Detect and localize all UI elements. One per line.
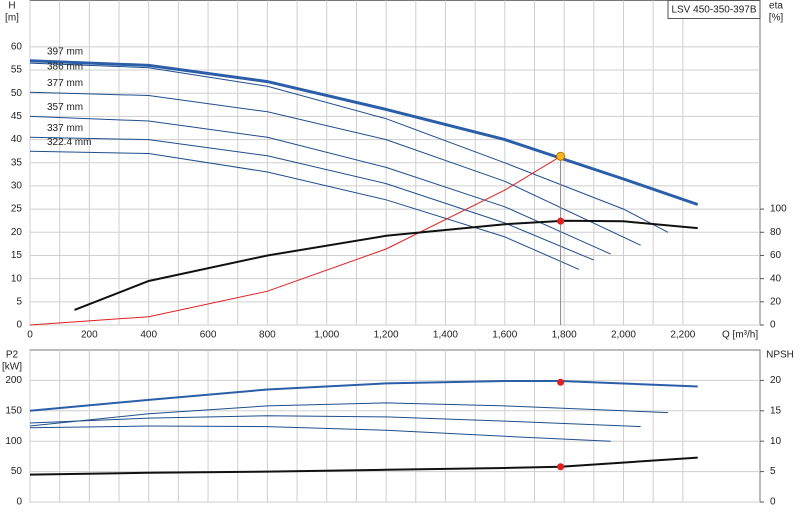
curve bbox=[29, 150, 580, 270]
y-tick-label: 35 bbox=[11, 157, 23, 168]
y-tick-label: 100 bbox=[5, 436, 22, 447]
y2-tick-label: 5 bbox=[770, 466, 776, 477]
x-tick-label: 200 bbox=[81, 330, 98, 341]
y-tick-label: 200 bbox=[5, 375, 22, 386]
curve bbox=[29, 91, 641, 246]
chart-title: LSV 450-350-397B bbox=[671, 5, 756, 16]
y-axis-label: H bbox=[8, 1, 15, 12]
y2-tick-label: 10 bbox=[770, 436, 782, 447]
y-tick-label: 15 bbox=[11, 250, 23, 261]
y2-axis-unit: [%] bbox=[769, 13, 784, 24]
operating-point bbox=[557, 463, 565, 471]
curve-label: 386 mm bbox=[47, 62, 83, 73]
y-tick-label: 40 bbox=[11, 134, 23, 145]
curve bbox=[29, 115, 611, 255]
x-tick-label: 1,000 bbox=[314, 330, 339, 341]
x-tick-label: 0 bbox=[27, 330, 33, 341]
y-tick-label: 60 bbox=[11, 41, 23, 52]
y2-tick-label: 80 bbox=[770, 227, 782, 238]
y-tick-label: 20 bbox=[11, 227, 23, 238]
x-tick-label: 800 bbox=[259, 330, 276, 341]
y-tick-label: 5 bbox=[16, 296, 22, 307]
x-tick-label: 2,200 bbox=[670, 330, 695, 341]
y-tick-label: 30 bbox=[11, 181, 23, 192]
y2-tick-label: 0 bbox=[770, 497, 776, 508]
x-tick-label: 400 bbox=[140, 330, 157, 341]
y-tick-label: 10 bbox=[11, 273, 23, 284]
curve bbox=[29, 415, 641, 428]
y2-tick-label: 20 bbox=[770, 296, 782, 307]
curve bbox=[29, 59, 699, 206]
curve-label: 337 mm bbox=[47, 123, 83, 134]
operating-point bbox=[556, 151, 566, 161]
y-tick-label: 45 bbox=[11, 111, 23, 122]
x-tick-label: 1,800 bbox=[552, 330, 577, 341]
y2-tick-label: 60 bbox=[770, 250, 782, 261]
x-axis-label: Q [m³/h] bbox=[722, 330, 758, 341]
y-tick-label: 25 bbox=[11, 204, 23, 215]
y-tick-label: 0 bbox=[16, 497, 22, 508]
y-tick-label: 55 bbox=[11, 65, 23, 76]
curve-label: 357 mm bbox=[47, 102, 83, 113]
curve bbox=[29, 136, 594, 261]
y-tick-label: 150 bbox=[5, 405, 22, 416]
curve-label: 377 mm bbox=[47, 78, 83, 89]
x-tick-label: 1,600 bbox=[492, 330, 517, 341]
y2-tick-label: 40 bbox=[770, 273, 782, 284]
curve bbox=[29, 425, 611, 442]
y2-axis-label: NPSH bbox=[766, 350, 794, 361]
curve-label: 322.4 mm bbox=[47, 137, 91, 148]
y2-axis-label: eta bbox=[769, 1, 783, 12]
y2-tick-label: 0 bbox=[770, 320, 776, 331]
curve-label: 397 mm bbox=[47, 46, 83, 57]
operating-point bbox=[557, 217, 565, 225]
y-axis-label: P2 bbox=[6, 350, 19, 361]
y-tick-label: 50 bbox=[11, 88, 23, 99]
x-tick-label: 2,000 bbox=[611, 330, 636, 341]
y-axis-unit: [kW] bbox=[2, 362, 22, 373]
curve bbox=[74, 219, 698, 311]
curve bbox=[29, 62, 669, 233]
y2-tick-label: 20 bbox=[770, 375, 782, 386]
x-tick-label: 1,200 bbox=[374, 330, 399, 341]
y-tick-label: 50 bbox=[11, 466, 23, 477]
x-tick-label: 1,400 bbox=[433, 330, 458, 341]
operating-point bbox=[557, 378, 565, 386]
y2-tick-label: 100 bbox=[770, 204, 787, 215]
y-tick-label: 0 bbox=[16, 320, 22, 331]
x-tick-label: 600 bbox=[200, 330, 217, 341]
y2-tick-label: 15 bbox=[770, 405, 782, 416]
curve bbox=[29, 380, 698, 412]
curve bbox=[29, 402, 669, 427]
y-axis-unit: [m] bbox=[5, 13, 19, 24]
title-box bbox=[667, 0, 761, 19]
curve bbox=[29, 155, 561, 326]
